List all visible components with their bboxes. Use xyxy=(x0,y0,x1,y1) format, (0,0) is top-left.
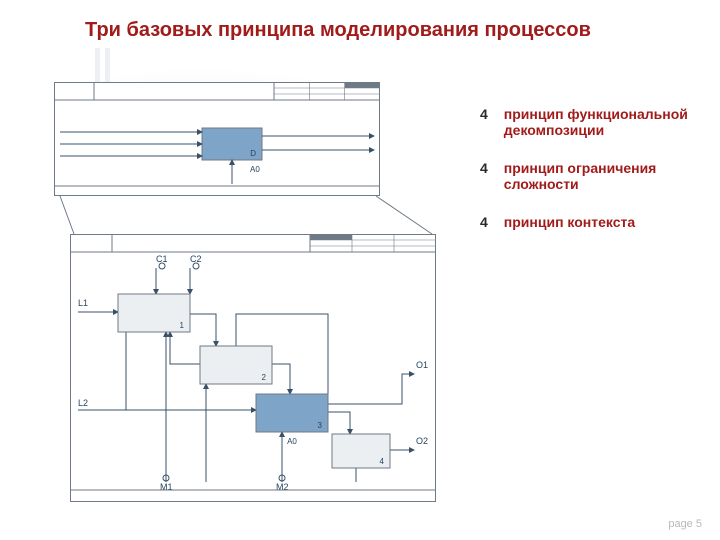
principle-item: 4 принцип ограничения сложности xyxy=(480,160,700,192)
bullet-text: принцип функциональной декомпозиции xyxy=(504,106,700,138)
svg-text:D: D xyxy=(250,149,256,158)
diagram-top: D A0 xyxy=(54,82,380,196)
svg-text:L1: L1 xyxy=(78,298,88,308)
svg-text:C1: C1 xyxy=(156,254,168,264)
bullet-marker: 4 xyxy=(480,106,488,122)
bullet-text: принцип ограничения сложности xyxy=(504,160,700,192)
bullet-marker: 4 xyxy=(480,160,488,176)
page-label: page xyxy=(668,518,692,530)
principles-list: 4 принцип функциональной декомпозиции 4 при… xyxy=(480,106,700,252)
svg-text:M2: M2 xyxy=(276,482,289,492)
svg-text:C2: C2 xyxy=(190,254,202,264)
svg-text:A0: A0 xyxy=(287,437,297,446)
page-num-value: 5 xyxy=(696,518,702,530)
svg-text:4: 4 xyxy=(380,457,385,466)
svg-text:O1: O1 xyxy=(416,360,428,370)
diagram-bottom: 1 2 3 4 A0 C1 C2 L1 L2 O1 O2 M1 M2 xyxy=(70,234,436,502)
svg-text:2: 2 xyxy=(262,373,267,382)
svg-text:A0: A0 xyxy=(250,165,260,174)
svg-text:1: 1 xyxy=(180,321,185,330)
page-number: page 5 xyxy=(668,518,702,530)
svg-text:L2: L2 xyxy=(78,398,88,408)
principle-item: 4 принцип функциональной декомпозиции xyxy=(480,106,700,138)
bullet-marker: 4 xyxy=(480,214,488,230)
bullet-text: принцип контекста xyxy=(504,214,635,230)
principle-item: 4 принцип контекста xyxy=(480,214,700,230)
svg-text:3: 3 xyxy=(318,421,323,430)
svg-text:O2: O2 xyxy=(416,436,428,446)
svg-text:M1: M1 xyxy=(160,482,173,492)
slide-title: Три базовых принципа моделирования проце… xyxy=(85,18,605,43)
